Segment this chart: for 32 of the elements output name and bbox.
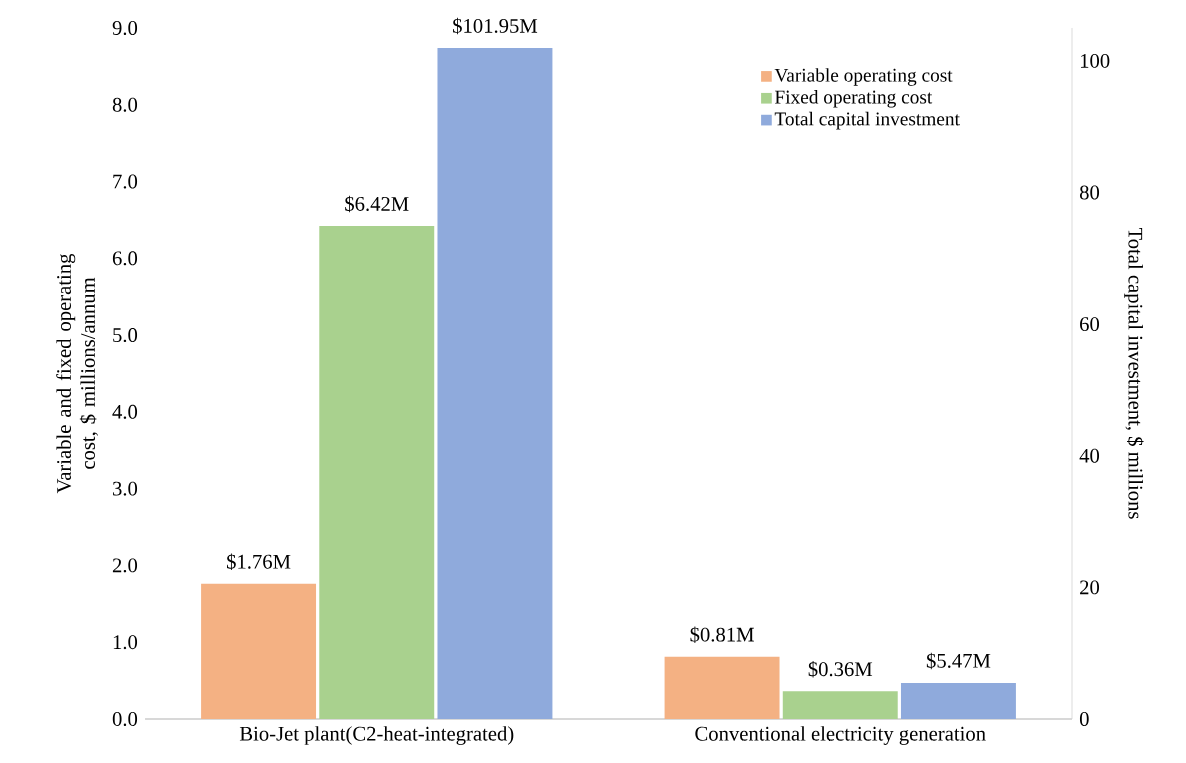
legend-label: Total capital investment (774, 111, 960, 130)
data-label: $6.42M (345, 195, 409, 213)
y-tick-label: 4.0 (112, 404, 138, 419)
data-label: $1.76M (227, 553, 291, 571)
data-label: $0.81M (690, 626, 754, 643)
y-tick-label: 2.0 (112, 558, 138, 573)
y-tick-label: 7.0 (113, 174, 138, 189)
y2-tick-label: 80 (1079, 185, 1100, 200)
data-label: $5.47M (926, 652, 991, 670)
y-tick-label: 0.0 (112, 711, 138, 726)
y2-tick-label: 20 (1080, 580, 1100, 595)
y-tick-label: 8.0 (112, 97, 138, 112)
data-label: $0.36M (808, 661, 873, 678)
bar (782, 691, 898, 719)
y2-tick-label: 100 (1080, 53, 1110, 68)
y-tick-label: 6.0 (112, 251, 138, 266)
y-tick-label: 1.0 (113, 635, 138, 650)
legend-label: Fixed operating cost (774, 89, 933, 108)
bar (664, 656, 780, 719)
y-tick-label: 5.0 (113, 328, 138, 343)
x-tick-label: Bio-Jet plant(C2-heat-integrated) (239, 726, 514, 745)
data-label: $101.95M (453, 17, 538, 35)
x-tick-label: Conventional electricity generation (695, 726, 986, 745)
y2-tick-label: 60 (1080, 317, 1100, 332)
y2-axis-title: Total capital investment, $ millions (1124, 227, 1144, 519)
y-tick-label: 3.0 (113, 481, 138, 496)
y2-tick-label: 0 (1079, 712, 1089, 726)
y2-tick-label: 40 (1079, 448, 1100, 463)
legend-label: Variable operating cost (774, 68, 953, 86)
y-axis-title: Variable and fixed operating cost, $ millions/annum (56, 253, 98, 494)
y-tick-label: 9.0 (112, 20, 138, 36)
bar (201, 583, 317, 719)
